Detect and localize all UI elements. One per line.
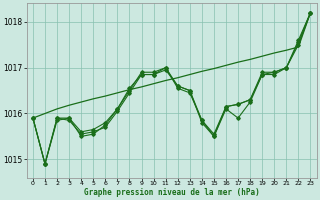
X-axis label: Graphe pression niveau de la mer (hPa): Graphe pression niveau de la mer (hPa) — [84, 188, 260, 197]
